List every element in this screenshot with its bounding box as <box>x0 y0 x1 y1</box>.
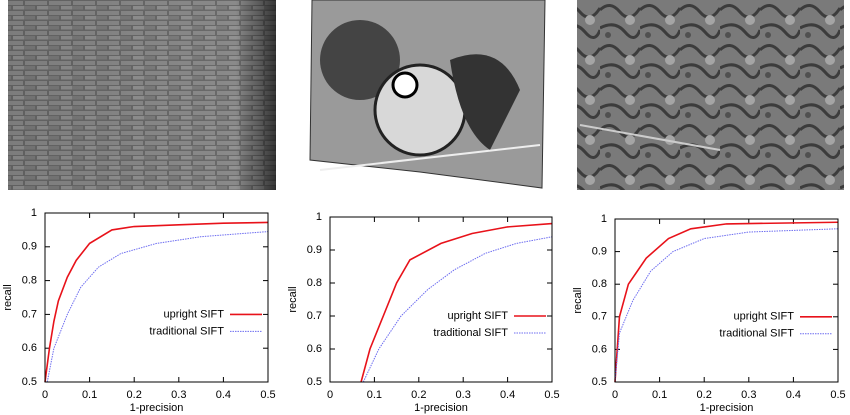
y-tick-label: 0.9 <box>592 246 607 258</box>
y-tick-label: 0.5 <box>307 376 322 388</box>
y-tick-label: 0.6 <box>592 343 607 355</box>
x-tick-label: 0.5 <box>544 389 559 401</box>
x-tick-label: 0.1 <box>82 389 97 401</box>
x-tick-label: 0.3 <box>741 389 756 401</box>
y-tick-label: 0.7 <box>22 308 37 320</box>
x-axis-label: 1-precision <box>130 402 184 414</box>
y-axis-label: recall <box>287 286 299 312</box>
x-tick-label: 0.5 <box>260 389 275 401</box>
y-tick-label: 0.5 <box>22 376 37 388</box>
series-line <box>46 231 269 383</box>
x-axis-label: 1-precision <box>700 402 754 414</box>
y-tick-label: 0.9 <box>22 241 37 253</box>
y-tick-label: 0.9 <box>307 244 322 256</box>
x-tick-label: 0.3 <box>456 389 471 401</box>
x-tick-label: 0.4 <box>500 389 515 401</box>
y-tick-label: 0.8 <box>592 278 607 290</box>
x-tick-label: 0.2 <box>127 389 142 401</box>
plot-frame <box>329 216 553 383</box>
plot-frame <box>614 218 839 383</box>
y-tick-label: 1 <box>31 207 37 219</box>
x-tick-label: 0 <box>42 389 48 401</box>
y-tick-label: 0.7 <box>592 311 607 323</box>
photo-graffiti <box>309 0 546 189</box>
x-tick-label: 0 <box>327 389 333 401</box>
y-tick-label: 0.6 <box>22 342 37 354</box>
y-tick-label: 0.8 <box>22 275 37 287</box>
x-tick-label: 0.2 <box>411 389 426 401</box>
x-tick-label: 0.5 <box>830 389 845 401</box>
legend-label: traditional SIFT <box>433 327 508 339</box>
plot-frame <box>44 212 269 383</box>
y-tick-label: 1 <box>601 213 607 225</box>
chart: 0.5 0.6 0.7 0.8 0.9 1 0 0.1 0.2 0.3 0.4 0.5 1-precis… <box>2 207 276 414</box>
y-tick-label: 1 <box>316 211 322 223</box>
chart: 0.5 0.6 0.7 0.8 0.9 1 0 0.1 0.2 0.3 0.4 0.5 1-precis… <box>572 213 846 414</box>
legend-label: upright SIFT <box>733 311 794 323</box>
x-tick-label: 0.2 <box>697 389 712 401</box>
x-tick-label: 0.4 <box>786 389 801 401</box>
y-tick-label: 0.6 <box>307 343 322 355</box>
legend-label: upright SIFT <box>163 308 224 320</box>
x-tick-label: 0.3 <box>171 389 186 401</box>
series-line <box>360 222 553 383</box>
series-line <box>614 221 839 383</box>
photo-brick <box>8 0 276 190</box>
x-tick-label: 0.1 <box>367 389 382 401</box>
x-tick-label: 0.4 <box>216 389 231 401</box>
x-axis-label: 1-precision <box>414 402 468 414</box>
x-tick-label: 0.1 <box>652 389 667 401</box>
legend-label: traditional SIFT <box>719 328 794 340</box>
photo-terrain <box>577 0 844 190</box>
chart: 0.5 0.6 0.7 0.8 0.9 1 0 0.1 0.2 0.3 0.4 0.5 1-precis… <box>287 211 560 414</box>
series-line <box>362 236 553 383</box>
series-line <box>614 228 839 383</box>
y-axis-label: recall <box>572 287 584 313</box>
series-line <box>44 221 269 383</box>
y-axis-label: recall <box>2 284 14 310</box>
y-tick-label: 0.8 <box>307 277 322 289</box>
legend-label: traditional SIFT <box>149 325 224 337</box>
x-tick-label: 0 <box>612 389 618 401</box>
legend-label: upright SIFT <box>447 310 508 322</box>
y-tick-label: 0.5 <box>592 376 607 388</box>
y-tick-label: 0.7 <box>307 310 322 322</box>
